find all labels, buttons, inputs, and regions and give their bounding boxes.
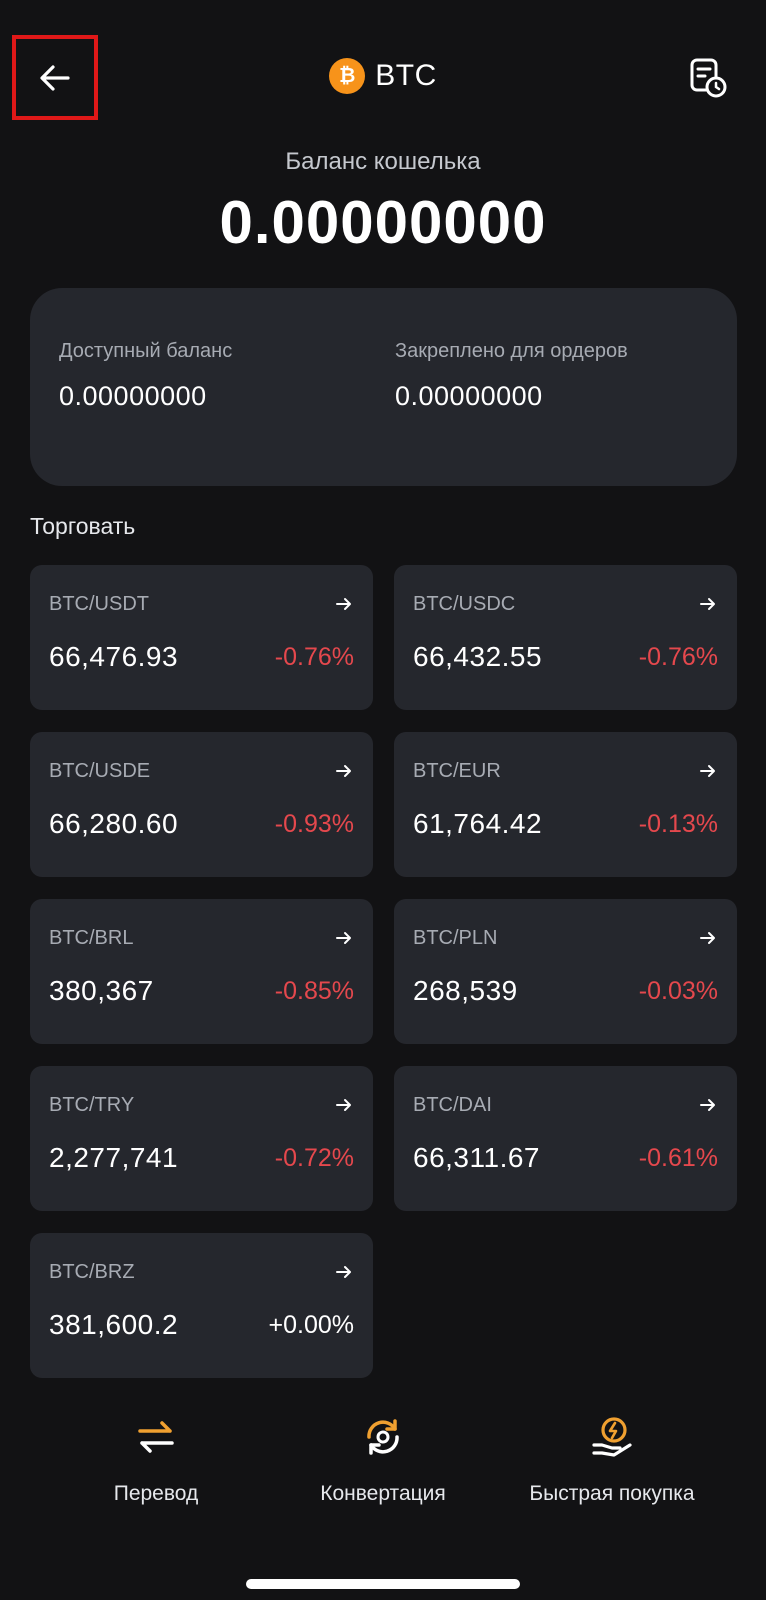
pair-name: BTC/PLN bbox=[413, 927, 498, 949]
locked-balance-value: 0.00000000 bbox=[395, 381, 543, 411]
pair-change: -0.85% bbox=[274, 977, 354, 1005]
pair-price: 61,764.42 bbox=[413, 808, 543, 839]
pair-name: BTC/TRY bbox=[49, 1094, 135, 1116]
pair-name: BTC/USDC bbox=[413, 593, 516, 615]
arrow-right-icon bbox=[700, 1099, 715, 1111]
pair-price: 66,476.93 bbox=[49, 641, 179, 672]
quick-buy-hand-icon bbox=[592, 1417, 632, 1457]
pair-change: -0.13% bbox=[638, 810, 718, 838]
trading-pair-card[interactable]: BTC/USDE 66,280.60 -0.93% bbox=[30, 732, 373, 877]
pair-price: 66,432.55 bbox=[413, 641, 543, 672]
arrow-left-icon bbox=[40, 64, 70, 91]
bitcoin-icon: ₿ bbox=[329, 58, 366, 94]
arrow-right-icon bbox=[336, 1266, 351, 1278]
locked-balance-label: Закреплено для ордеров bbox=[395, 340, 628, 362]
available-balance-value: 0.00000000 bbox=[59, 381, 207, 411]
pair-price: 381,600.2 bbox=[49, 1309, 179, 1340]
pair-price: 66,280.60 bbox=[49, 808, 179, 839]
transfer-label: Перевод bbox=[113, 1482, 199, 1505]
home-indicator bbox=[246, 1579, 520, 1589]
arrow-right-icon bbox=[336, 765, 351, 777]
pair-change: -0.76% bbox=[274, 643, 354, 671]
trading-pair-card[interactable]: BTC/TRY 2,277,741 -0.72% bbox=[30, 1066, 373, 1211]
available-balance-label: Доступный баланс bbox=[59, 340, 233, 362]
header: ₿ BTC bbox=[0, 30, 766, 124]
pair-name: BTC/EUR bbox=[413, 760, 501, 782]
arrow-right-icon bbox=[700, 765, 715, 777]
pair-change: +0.00% bbox=[268, 1311, 355, 1339]
pair-change: -0.61% bbox=[638, 1144, 718, 1172]
back-button[interactable] bbox=[12, 35, 98, 120]
trading-pair-card[interactable]: BTC/PLN 268,539 -0.03% bbox=[394, 899, 737, 1044]
trading-pair-card[interactable]: BTC/BRL 380,367 -0.85% bbox=[30, 899, 373, 1044]
arrow-right-icon bbox=[336, 932, 351, 944]
transfer-arrows-icon bbox=[138, 1421, 174, 1453]
pair-change: -0.72% bbox=[274, 1144, 354, 1172]
trading-pair-card[interactable]: BTC/EUR 61,764.42 -0.13% bbox=[394, 732, 737, 877]
page-title: BTC bbox=[375, 59, 437, 92]
arrow-right-icon bbox=[336, 598, 351, 610]
arrow-right-icon bbox=[700, 598, 715, 610]
locked-balance: Закреплено для ордеров 0.00000000 bbox=[395, 340, 628, 412]
convert-button[interactable]: Конвертация bbox=[303, 1415, 463, 1506]
wallet-balance-value: 0.00000000 bbox=[219, 189, 547, 256]
convert-cycle-icon bbox=[367, 1419, 399, 1455]
pair-change: -0.93% bbox=[274, 810, 354, 838]
title-group: ₿ BTC bbox=[0, 58, 766, 94]
trade-section-title: Торговать bbox=[30, 513, 136, 539]
available-balance: Доступный баланс 0.00000000 bbox=[59, 340, 232, 412]
balance-card: Доступный баланс 0.00000000 Закреплено д… bbox=[30, 288, 737, 486]
history-button[interactable] bbox=[686, 56, 730, 100]
pair-change: -0.76% bbox=[638, 643, 718, 671]
pair-price: 2,277,741 bbox=[49, 1142, 179, 1173]
pair-name: BTC/USDE bbox=[49, 760, 151, 782]
trading-pair-card[interactable]: BTC/USDT 66,476.93 -0.76% bbox=[30, 565, 373, 710]
pair-change: -0.03% bbox=[638, 977, 718, 1005]
pair-name: BTC/USDT bbox=[49, 593, 149, 615]
pair-price: 268,539 bbox=[413, 975, 518, 1006]
transfer-button[interactable]: Перевод bbox=[96, 1415, 216, 1506]
quick-buy-button[interactable]: Быстрая покупка bbox=[512, 1415, 712, 1506]
trading-pair-card[interactable]: BTC/DAI 66,311.67 -0.61% bbox=[394, 1066, 737, 1211]
arrow-right-icon bbox=[336, 1099, 351, 1111]
pair-price: 380,367 bbox=[49, 975, 154, 1006]
pair-name: BTC/BRL bbox=[49, 927, 134, 949]
pair-price: 66,311.67 bbox=[413, 1142, 540, 1173]
history-document-icon bbox=[690, 58, 727, 98]
arrow-right-icon bbox=[700, 932, 715, 944]
pair-name: BTC/BRZ bbox=[49, 1261, 135, 1283]
pair-name: BTC/DAI bbox=[413, 1094, 492, 1116]
trading-pair-card[interactable]: BTC/USDC 66,432.55 -0.76% bbox=[394, 565, 737, 710]
convert-label: Конвертация bbox=[320, 1482, 446, 1505]
trading-pair-card[interactable]: BTC/BRZ 381,600.2 +0.00% bbox=[30, 1233, 373, 1378]
quick-buy-label: Быстрая покупка bbox=[529, 1482, 695, 1505]
bottom-action-bar: Перевод Конвертация Быстрая покупка bbox=[0, 1415, 766, 1515]
wallet-balance-label: Баланс кошелька bbox=[285, 148, 481, 175]
